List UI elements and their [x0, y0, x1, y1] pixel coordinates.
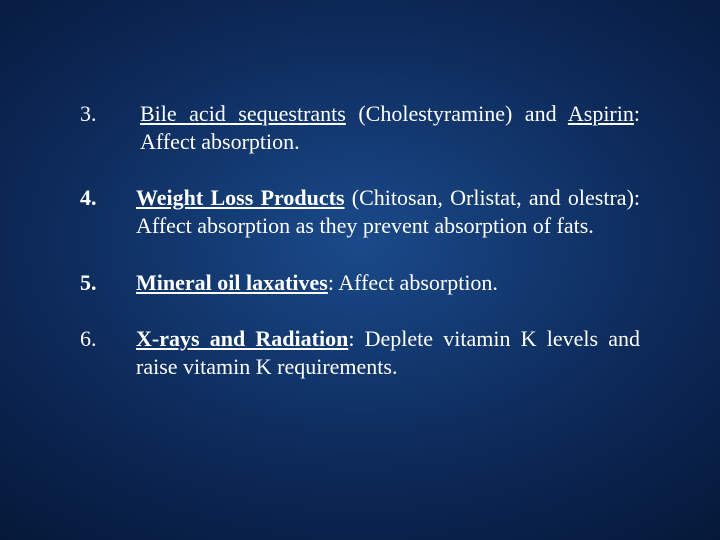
slide-content: 3. Bile acid sequestrants (Cholestyramin… — [0, 0, 720, 540]
item-number: 4. — [80, 184, 136, 240]
item-title: X-rays and Radiation: — [136, 326, 354, 351]
list-item: 4. Weight Loss Products (Chitosan, Orlis… — [80, 184, 640, 240]
item-body: Weight Loss Products (Chitosan, Orlistat… — [136, 184, 640, 240]
item-number: 6. — [80, 325, 136, 381]
item-title: Weight Loss Products — [136, 185, 345, 210]
item-rest: Affect absorption. — [140, 129, 300, 154]
list-item: 3. Bile acid sequestrants (Cholestyramin… — [80, 100, 640, 156]
item-body: X-rays and Radiation: Deplete vitamin K … — [136, 325, 640, 381]
item-rest: Affect absorption. — [334, 270, 498, 295]
item-body: Mineral oil laxatives: Affect absorption… — [136, 269, 640, 297]
item-title: Bile acid sequestrants (Cholestyramine) … — [140, 101, 640, 126]
item-number: 3. — [80, 100, 140, 156]
list-item: 5. Mineral oil laxatives: Affect absorpt… — [80, 269, 640, 297]
item-number: 5. — [80, 269, 136, 297]
list-item: 6. X-rays and Radiation: Deplete vitamin… — [80, 325, 640, 381]
item-title: Mineral oil laxatives: — [136, 270, 334, 295]
item-body: Bile acid sequestrants (Cholestyramine) … — [140, 100, 640, 156]
